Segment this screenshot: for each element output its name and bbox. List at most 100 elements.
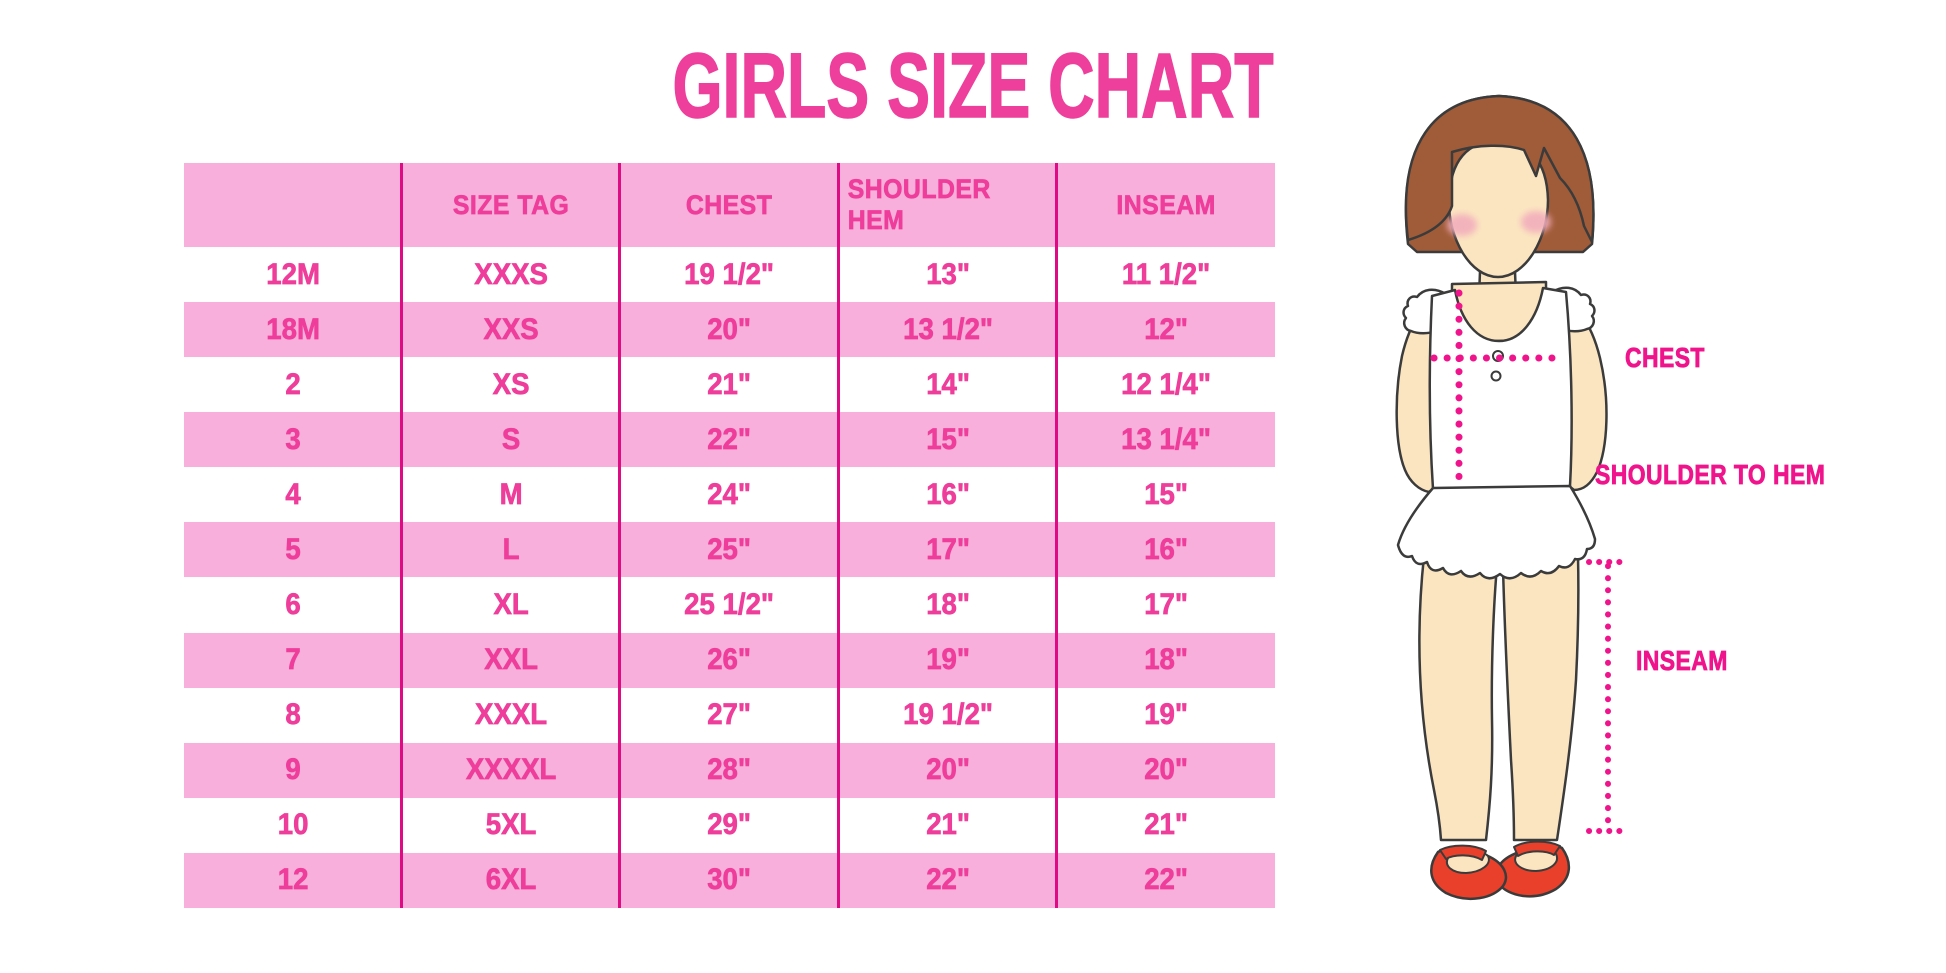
table-cell: 9	[285, 753, 301, 787]
table-row: 12M XXXS 19 1/2" 13" 11 1/2"	[184, 247, 1275, 303]
column-header: INSEAM	[1116, 189, 1216, 220]
button-bottom	[1490, 370, 1502, 382]
table-cell: 19 1/2"	[684, 257, 775, 291]
table-cell: 22"	[925, 863, 970, 897]
table-cell: 15"	[925, 422, 970, 456]
table-cell: 12 1/4"	[1120, 367, 1211, 401]
table-cell: L	[502, 532, 521, 567]
table-cell: 21"	[1143, 808, 1188, 842]
table-cell: 11 1/2"	[1121, 257, 1211, 291]
hair-bangs	[1404, 94, 1595, 244]
table-cell: 20"	[707, 312, 752, 346]
table-cell: 12"	[1143, 312, 1188, 346]
table-cell: 2	[285, 367, 301, 401]
table-cell: XS	[492, 367, 530, 401]
table-cell: 18"	[925, 588, 970, 622]
shoulder-to-hem-label: SHOULDER TO HEM	[1595, 459, 1826, 491]
inseam-label: INSEAM	[1636, 645, 1728, 677]
table-cell: 25 1/2"	[684, 588, 775, 622]
table-cell: 7	[285, 643, 301, 677]
table-row: 12 6XL 30" 22" 22"	[184, 852, 1275, 908]
table-row: 10 5XL 29" 21" 21"	[184, 797, 1275, 853]
table-cell: 19"	[1143, 698, 1188, 732]
table-cell: 14"	[925, 367, 970, 401]
chest-label: CHEST	[1625, 342, 1705, 374]
table-row: 7 XXL 26" 19" 18"	[184, 632, 1275, 688]
table-cell: 26"	[707, 643, 752, 677]
table-cell: 16"	[1143, 532, 1188, 567]
table-cell: 19"	[925, 643, 970, 677]
table-cell: 5	[285, 532, 301, 567]
table-cell: 22"	[707, 422, 752, 456]
left-leg	[1418, 554, 1499, 842]
table-cell: 6	[285, 588, 301, 622]
table-cell: XXXL	[475, 698, 548, 732]
table-cell: 27"	[707, 698, 752, 732]
table-cell: 29"	[707, 808, 752, 842]
table-cell: 4	[285, 477, 301, 511]
column-header	[193, 163, 394, 247]
table-cell: 19 1/2"	[902, 698, 993, 732]
blush-cheeks	[1447, 211, 1551, 236]
column-divider	[1055, 163, 1058, 908]
table-row: 6 XL 25 1/2" 18" 17"	[184, 577, 1275, 633]
table-cell: 22"	[1143, 863, 1188, 897]
table-cell: 6XL	[485, 863, 537, 897]
measurement-lines	[1430, 289, 1624, 834]
column-divider	[618, 163, 621, 908]
table-cell: XXL	[484, 643, 539, 677]
table-cell: 21"	[925, 808, 970, 842]
table-cell: 13 1/2"	[902, 312, 993, 346]
table-cell: XXS	[483, 312, 539, 346]
table-cell: 13 1/4"	[1120, 422, 1211, 456]
table-cell: 17"	[1143, 588, 1188, 622]
table-cell: 17"	[925, 532, 970, 567]
table-cell: XXXS	[474, 257, 549, 291]
table-cell: 25"	[707, 532, 752, 567]
table-row: 8 XXXL 27" 19 1/2" 19"	[184, 687, 1275, 743]
table-cell: XL	[493, 588, 529, 622]
table-cell: M	[499, 477, 523, 511]
table-cell: 24"	[707, 477, 752, 511]
table-cell: 21"	[707, 367, 752, 401]
table-row: 5 L 25" 17" 16"	[184, 522, 1275, 578]
table-cell: 15"	[1143, 477, 1188, 511]
table-cell: 18M	[266, 312, 320, 346]
column-divider	[837, 163, 840, 908]
table-cell: XXXXL	[466, 753, 557, 787]
table-cell: 20"	[1143, 753, 1188, 787]
table-row: 18M XXS 20" 13 1/2" 12"	[184, 302, 1275, 358]
table-row: 3 S 22" 15" 13 1/4"	[184, 412, 1275, 468]
right-shoe	[1494, 840, 1570, 898]
table-cell: S	[502, 422, 521, 456]
size-table: SIZE TAG CHEST SHOULDER HEM INSEAM 12M XXXS 1…	[184, 163, 1275, 908]
table-cell: 12M	[266, 257, 320, 291]
column-header: SIZE TAG	[453, 189, 570, 220]
table-cell: 10	[277, 808, 309, 842]
column-divider	[400, 163, 403, 908]
table-cell: 30"	[707, 863, 752, 897]
table-cell: 8	[285, 698, 301, 732]
table-cell: 20"	[925, 753, 970, 787]
girl-measurement-illustration	[1395, 94, 1624, 900]
page-title: GIRLS SIZE CHART	[672, 35, 1274, 137]
column-header: CHEST	[686, 189, 773, 220]
left-shoe	[1430, 844, 1508, 900]
table-cell: 12	[277, 863, 309, 897]
table-cell: 16"	[925, 477, 970, 511]
table-body: 12M XXXS 19 1/2" 13" 11 1/2" 18M XXS 20" 13 1/2"…	[184, 247, 1275, 908]
table-cell: 3	[285, 422, 301, 456]
table-cell: 28"	[707, 753, 752, 787]
table-cell: 13"	[925, 257, 970, 291]
table-row: 9 XXXXL 28" 20" 20"	[184, 742, 1275, 798]
right-leg	[1501, 554, 1580, 842]
table-row: 2 XS 21" 14" 12 1/4"	[184, 357, 1275, 413]
table-header-row: SIZE TAG CHEST SHOULDER HEM INSEAM	[184, 163, 1275, 247]
table-row: 4 M 24" 16" 15"	[184, 467, 1275, 523]
column-header: SHOULDER HEM	[847, 174, 991, 236]
table-cell: 5XL	[485, 808, 537, 842]
bodice	[1428, 286, 1573, 493]
table-cell: 18"	[1143, 643, 1188, 677]
skirt-ruffle	[1396, 484, 1597, 580]
